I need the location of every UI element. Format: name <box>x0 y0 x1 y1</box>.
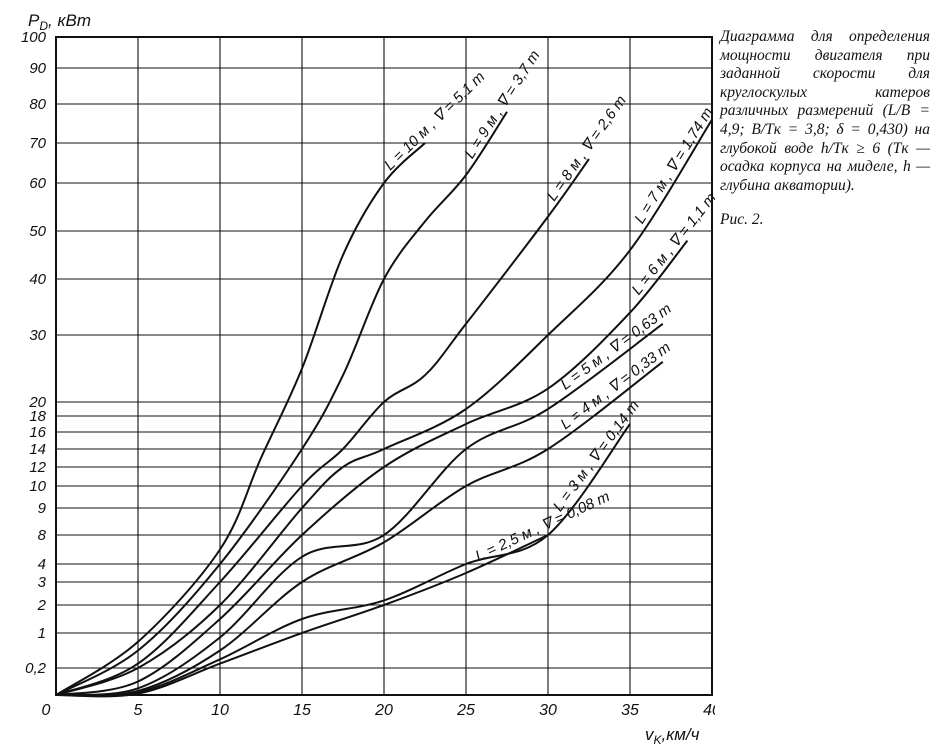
y-tick-label: 8 <box>38 527 47 544</box>
series-line <box>55 239 689 696</box>
x-tick-label: 25 <box>456 702 475 719</box>
figure-label: Рис. 2. <box>720 211 764 229</box>
y-tick-label: 18 <box>29 408 46 425</box>
x-axis-title-rest: ,км/ч <box>662 725 700 744</box>
axis-titles: PD, кВт vK,км/ч <box>28 11 700 747</box>
y-tick-label: 16 <box>29 424 46 441</box>
y-tick-label: 40 <box>29 271 46 288</box>
y-axis-title-main: P <box>28 11 40 30</box>
y-tick-label: 14 <box>29 441 46 458</box>
x-axis-title: vK,км/ч <box>645 725 700 747</box>
x-tick-label: 30 <box>539 702 557 719</box>
series-label: L = 8 м , ∇ = 2,6 т <box>544 92 630 204</box>
x-tick-label: 15 <box>293 702 311 719</box>
y-tick-label: 100 <box>21 29 47 46</box>
series-line <box>55 158 590 696</box>
y-tick-label: 70 <box>29 135 46 152</box>
x-axis-title-main: v <box>645 725 655 744</box>
y-tick-label: 10 <box>29 478 46 495</box>
x-tick-label: 10 <box>211 702 229 719</box>
y-tick-label: 20 <box>28 394 46 411</box>
y-tick-label: 1 <box>38 625 46 642</box>
series-curves <box>55 111 713 698</box>
y-tick-label: 3 <box>38 574 47 591</box>
x-tick-label: 20 <box>374 702 393 719</box>
figure-caption: Диаграмма для определения мощности двига… <box>720 28 930 246</box>
x-axis-title-sub: K <box>654 733 663 747</box>
y-tick-label: 30 <box>29 327 46 344</box>
x-tick-label: 0 <box>42 702 51 719</box>
y-axis-title: PD, кВт <box>28 11 91 33</box>
series-line <box>55 111 508 696</box>
y-tick-label: 4 <box>38 556 46 573</box>
y-tick-label: 12 <box>29 459 46 476</box>
series-line <box>55 534 549 698</box>
x-tick-label: 5 <box>134 702 143 719</box>
series-line <box>55 361 664 697</box>
y-tick-label: 2 <box>37 597 47 614</box>
y-axis-title-rest: , кВт <box>48 11 91 30</box>
series-line <box>55 322 664 696</box>
y-tick-label: 50 <box>29 223 46 240</box>
series-label: L = 9 м , ∇ = 3,7 т <box>461 47 543 161</box>
y-axis-title-sub: D <box>39 19 48 33</box>
y-tick-label: 9 <box>38 500 47 517</box>
series-line <box>55 142 426 696</box>
x-tick-label: 40 <box>703 702 715 719</box>
series-line <box>55 119 713 696</box>
caption-text: Диаграмма для определения мощности двига… <box>720 28 930 194</box>
grid-lines <box>55 36 713 696</box>
y-tick-label: 80 <box>29 96 46 113</box>
series-line <box>55 423 631 697</box>
x-tick-label: 35 <box>621 702 639 719</box>
y-tick-label: 90 <box>29 60 46 77</box>
y-tick-label: 0,2 <box>25 660 47 677</box>
y-tick-label: 60 <box>29 175 46 192</box>
series-label: L = 2,5 м , ∇ = 0,08 т <box>473 488 613 565</box>
